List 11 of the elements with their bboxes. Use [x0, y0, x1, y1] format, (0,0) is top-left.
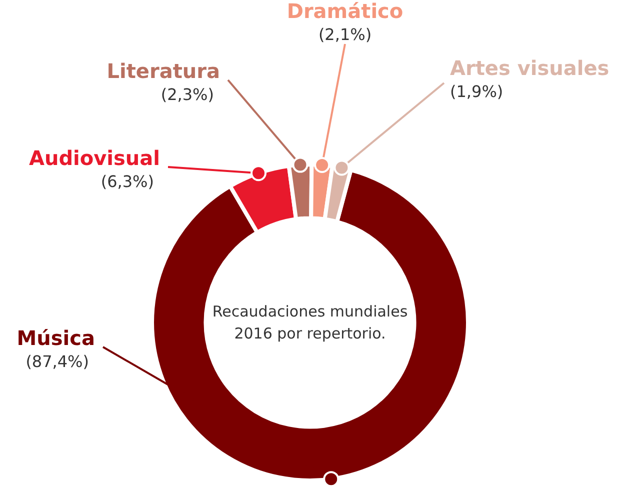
data-label: (2,1%) — [318, 25, 372, 44]
text: Recaudaciones mundiales 2016 por repertorio. — [212, 302, 408, 342]
slice-label: Literatura — [106, 59, 220, 83]
slice-label: Audiovisual — [28, 146, 160, 170]
data-label: (1,9%) — [450, 82, 504, 101]
slice-label: Música — [16, 326, 95, 350]
slice-label: Dramático — [286, 0, 404, 23]
data-label: (6,3%) — [100, 172, 154, 191]
data-label: (87,4%) — [26, 352, 89, 371]
data-label: (2,3%) — [160, 85, 214, 104]
slice-label: Artes visuales — [450, 56, 610, 80]
